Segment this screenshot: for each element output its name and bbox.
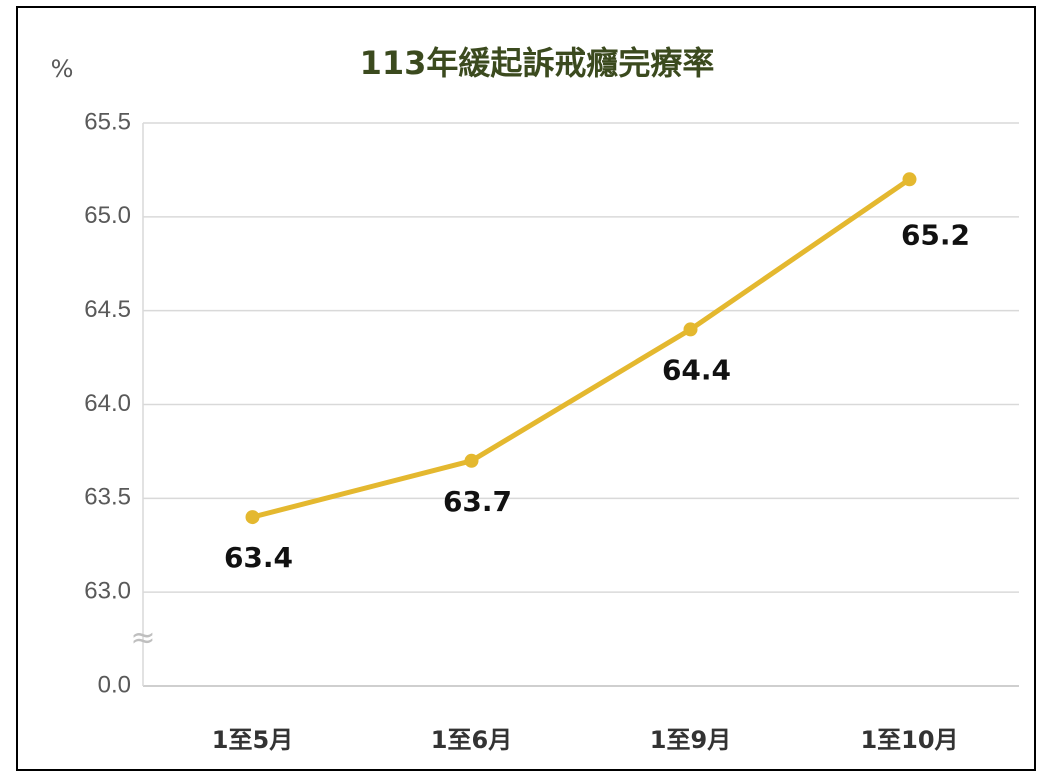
point: [245, 510, 260, 525]
point: [902, 172, 917, 187]
data-label: 63.7: [443, 485, 512, 518]
chart-title: 113年緩起訴戒癮完療率: [360, 44, 715, 82]
point: [683, 322, 698, 337]
point: [464, 453, 479, 468]
chart-frame: [16, 6, 1036, 771]
x-tick-label: 1至5月: [212, 726, 293, 754]
data-label: 63.4: [224, 541, 293, 574]
y-tick-label: 65.5: [84, 108, 131, 135]
x-tick-label: 1至9月: [650, 726, 731, 754]
y-tick-label: 63.0: [84, 578, 131, 605]
x-tick-label: 1至10月: [860, 726, 958, 754]
y-tick-label: 0.0: [98, 671, 131, 698]
axis-break: ≈: [130, 621, 155, 656]
line: [251, 177, 911, 520]
y-tick-label: 64.5: [84, 296, 131, 323]
y-tick-label: 65.0: [84, 202, 131, 229]
data-label: 64.4: [662, 353, 731, 386]
y-tick-label: 64.0: [84, 390, 131, 417]
y-tick-label: 63.5: [84, 484, 131, 511]
x-tick-label: 1至6月: [431, 726, 512, 754]
data-label: 65.2: [901, 218, 970, 251]
y-axis-label: %: [51, 55, 74, 83]
